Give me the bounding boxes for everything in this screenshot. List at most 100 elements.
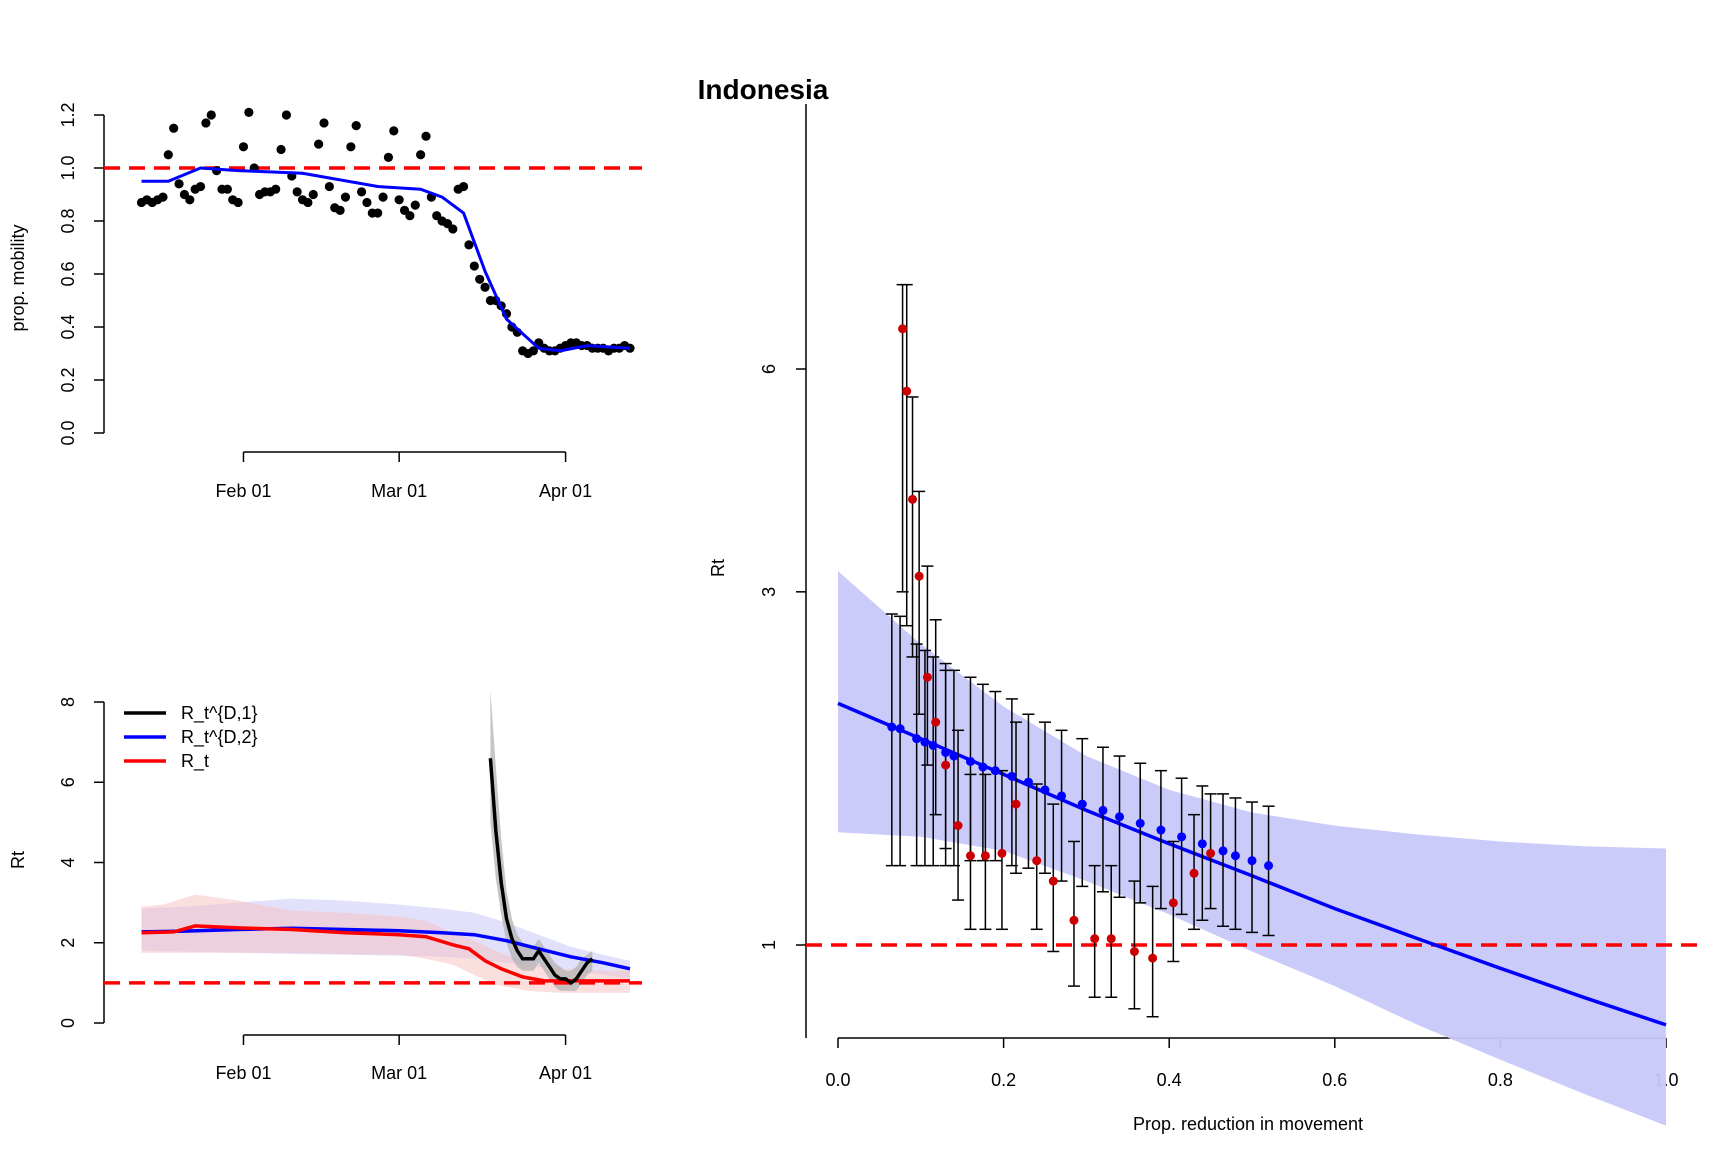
rt-reduction-x-tick-label: 0.8 bbox=[1488, 1070, 1513, 1090]
rt-time-legend-label: R_t^{D,2} bbox=[181, 727, 258, 748]
mobility-point bbox=[324, 181, 334, 192]
mobility-point bbox=[469, 261, 479, 271]
mobility-point bbox=[314, 139, 324, 149]
mobility-point bbox=[201, 118, 211, 128]
mobility-point bbox=[169, 123, 179, 133]
rt-reduction-fit-point bbox=[1040, 785, 1050, 795]
mobility-point bbox=[421, 131, 431, 141]
rt-reduction-observed-point bbox=[997, 848, 1007, 858]
mobility-point bbox=[362, 197, 372, 208]
mobility-point bbox=[448, 224, 458, 234]
rt-reduction-observed-point bbox=[922, 672, 932, 682]
rt-reduction-observed-point bbox=[914, 571, 924, 581]
rt-time-series-line bbox=[488, 758, 594, 986]
rt-time-legend-label: R_t^{D,1} bbox=[181, 703, 258, 724]
mobility-point bbox=[383, 152, 394, 162]
mobility-point bbox=[233, 197, 243, 208]
mobility-point bbox=[319, 118, 329, 128]
mobility-point bbox=[410, 200, 420, 210]
rt-reduction-fit-point bbox=[990, 766, 1000, 776]
rt-reduction-fit-point bbox=[1023, 777, 1033, 787]
rt-reduction-observed-point bbox=[931, 717, 941, 727]
mobility-point bbox=[244, 107, 254, 117]
rt-reduction-fit-point bbox=[1230, 851, 1240, 861]
rt-reduction-x-tick-label: 0.6 bbox=[1322, 1070, 1347, 1090]
rt-reduction-observed-point bbox=[1011, 799, 1021, 809]
rt-reduction-y-tick-label: 3 bbox=[759, 587, 779, 597]
mobility-x-tick-label: Feb 01 bbox=[215, 481, 271, 501]
mobility-point bbox=[394, 195, 404, 205]
rt-reduction-observed-point bbox=[898, 324, 908, 334]
rt-reduction-fit-point bbox=[1007, 771, 1017, 781]
rt-reduction-y-tick-label: 1 bbox=[759, 940, 779, 950]
rt-reduction-fit-point bbox=[1057, 791, 1067, 801]
mobility-point bbox=[185, 195, 195, 205]
rt-time-legend-label: R_t bbox=[181, 751, 209, 772]
rt-reduction-observed-point bbox=[908, 494, 918, 504]
mobility-point bbox=[335, 205, 345, 215]
mobility-point bbox=[346, 142, 356, 152]
figure-title: Indonesia bbox=[698, 74, 829, 105]
mobility-y-tick-label: 1.2 bbox=[58, 102, 78, 127]
rt-time-y-tick-label: 0 bbox=[58, 1018, 78, 1028]
rt-reduction-observed-point bbox=[1148, 953, 1158, 963]
mobility-point bbox=[271, 184, 281, 194]
rt-reduction-fit-point bbox=[965, 756, 975, 766]
rt-time-y-label: Rt bbox=[8, 851, 28, 869]
rt-time-band bbox=[141, 894, 630, 993]
mobility-panel: prop. mobility 0.0 0.2 0.4 0.6 0.8 1.0 1.2 Feb … bbox=[8, 102, 642, 501]
mobility-point bbox=[276, 144, 286, 155]
rt-time-panel: Rt 0 2 4 6 8 Feb 01 Mar 01 Apr 01 R_t^{D,1} R_t^{… bbox=[8, 690, 642, 1083]
mobility-x-tick-label: Mar 01 bbox=[371, 481, 427, 501]
mobility-point bbox=[464, 240, 474, 250]
mobility-point bbox=[405, 211, 415, 221]
mobility-point bbox=[163, 150, 173, 160]
mobility-point bbox=[340, 192, 351, 202]
rt-reduction-fit-point bbox=[912, 734, 922, 744]
rt-reduction-fit-point bbox=[1135, 818, 1145, 828]
mobility-point bbox=[351, 121, 361, 131]
rt-reduction-fit-point bbox=[1177, 832, 1187, 842]
mobility-y-tick-label: 0.8 bbox=[58, 208, 78, 233]
rt-reduction-fit-point bbox=[978, 762, 988, 772]
rt-reduction-panel: Rt Prop. reduction in movement 1 3 6 0.0 0.2… bbox=[708, 104, 1700, 1134]
rt-reduction-fit-point bbox=[1156, 825, 1166, 835]
rt-reduction-observed-point bbox=[1106, 934, 1116, 944]
mobility-point bbox=[378, 192, 388, 202]
mobility-point bbox=[528, 346, 538, 356]
mobility-point bbox=[480, 282, 490, 292]
rt-reduction-observed-point bbox=[1090, 934, 1100, 944]
rt-reduction-observed-point bbox=[953, 821, 963, 831]
rt-reduction-observed-point bbox=[1069, 915, 1079, 925]
mobility-point bbox=[158, 192, 168, 202]
rt-reduction-fit-point bbox=[1247, 856, 1257, 866]
rt-reduction-fit-point bbox=[1115, 812, 1125, 822]
mobility-point bbox=[356, 187, 367, 197]
rt-reduction-observed-point bbox=[1048, 876, 1058, 886]
rt-reduction-x-tick-label: 0.2 bbox=[991, 1070, 1016, 1090]
rt-time-y-tick-label: 8 bbox=[58, 697, 78, 707]
rt-reduction-fit-point bbox=[941, 747, 951, 757]
mobility-point bbox=[416, 150, 426, 160]
mobility-point bbox=[174, 179, 184, 189]
rt-reduction-fit-point bbox=[887, 722, 897, 732]
mobility-point bbox=[222, 184, 232, 194]
mobility-y-tick-label: 0.0 bbox=[58, 420, 78, 445]
mobility-y-tick-label: 0.2 bbox=[58, 367, 78, 392]
rt-reduction-fit-point bbox=[1098, 805, 1108, 815]
rt-reduction-observed-point bbox=[1206, 848, 1216, 858]
rt-reduction-x-tick-label: 0.0 bbox=[825, 1070, 850, 1090]
rt-reduction-x-tick-label: 0.4 bbox=[1157, 1070, 1182, 1090]
mobility-point bbox=[195, 181, 206, 192]
rt-reduction-observed-point bbox=[1129, 946, 1139, 956]
rt-reduction-observed-point bbox=[980, 851, 990, 861]
rt-reduction-fit-point bbox=[949, 751, 959, 761]
rt-reduction-observed-point bbox=[902, 386, 912, 396]
rt-reduction-observed-point bbox=[965, 851, 975, 861]
rt-time-x-tick-label: Apr 01 bbox=[539, 1063, 592, 1083]
mobility-point bbox=[303, 197, 313, 208]
rt-time-x-tick-label: Mar 01 bbox=[371, 1063, 427, 1083]
rt-reduction-fit-point bbox=[1218, 846, 1228, 856]
rt-time-series-line bbox=[141, 924, 630, 983]
